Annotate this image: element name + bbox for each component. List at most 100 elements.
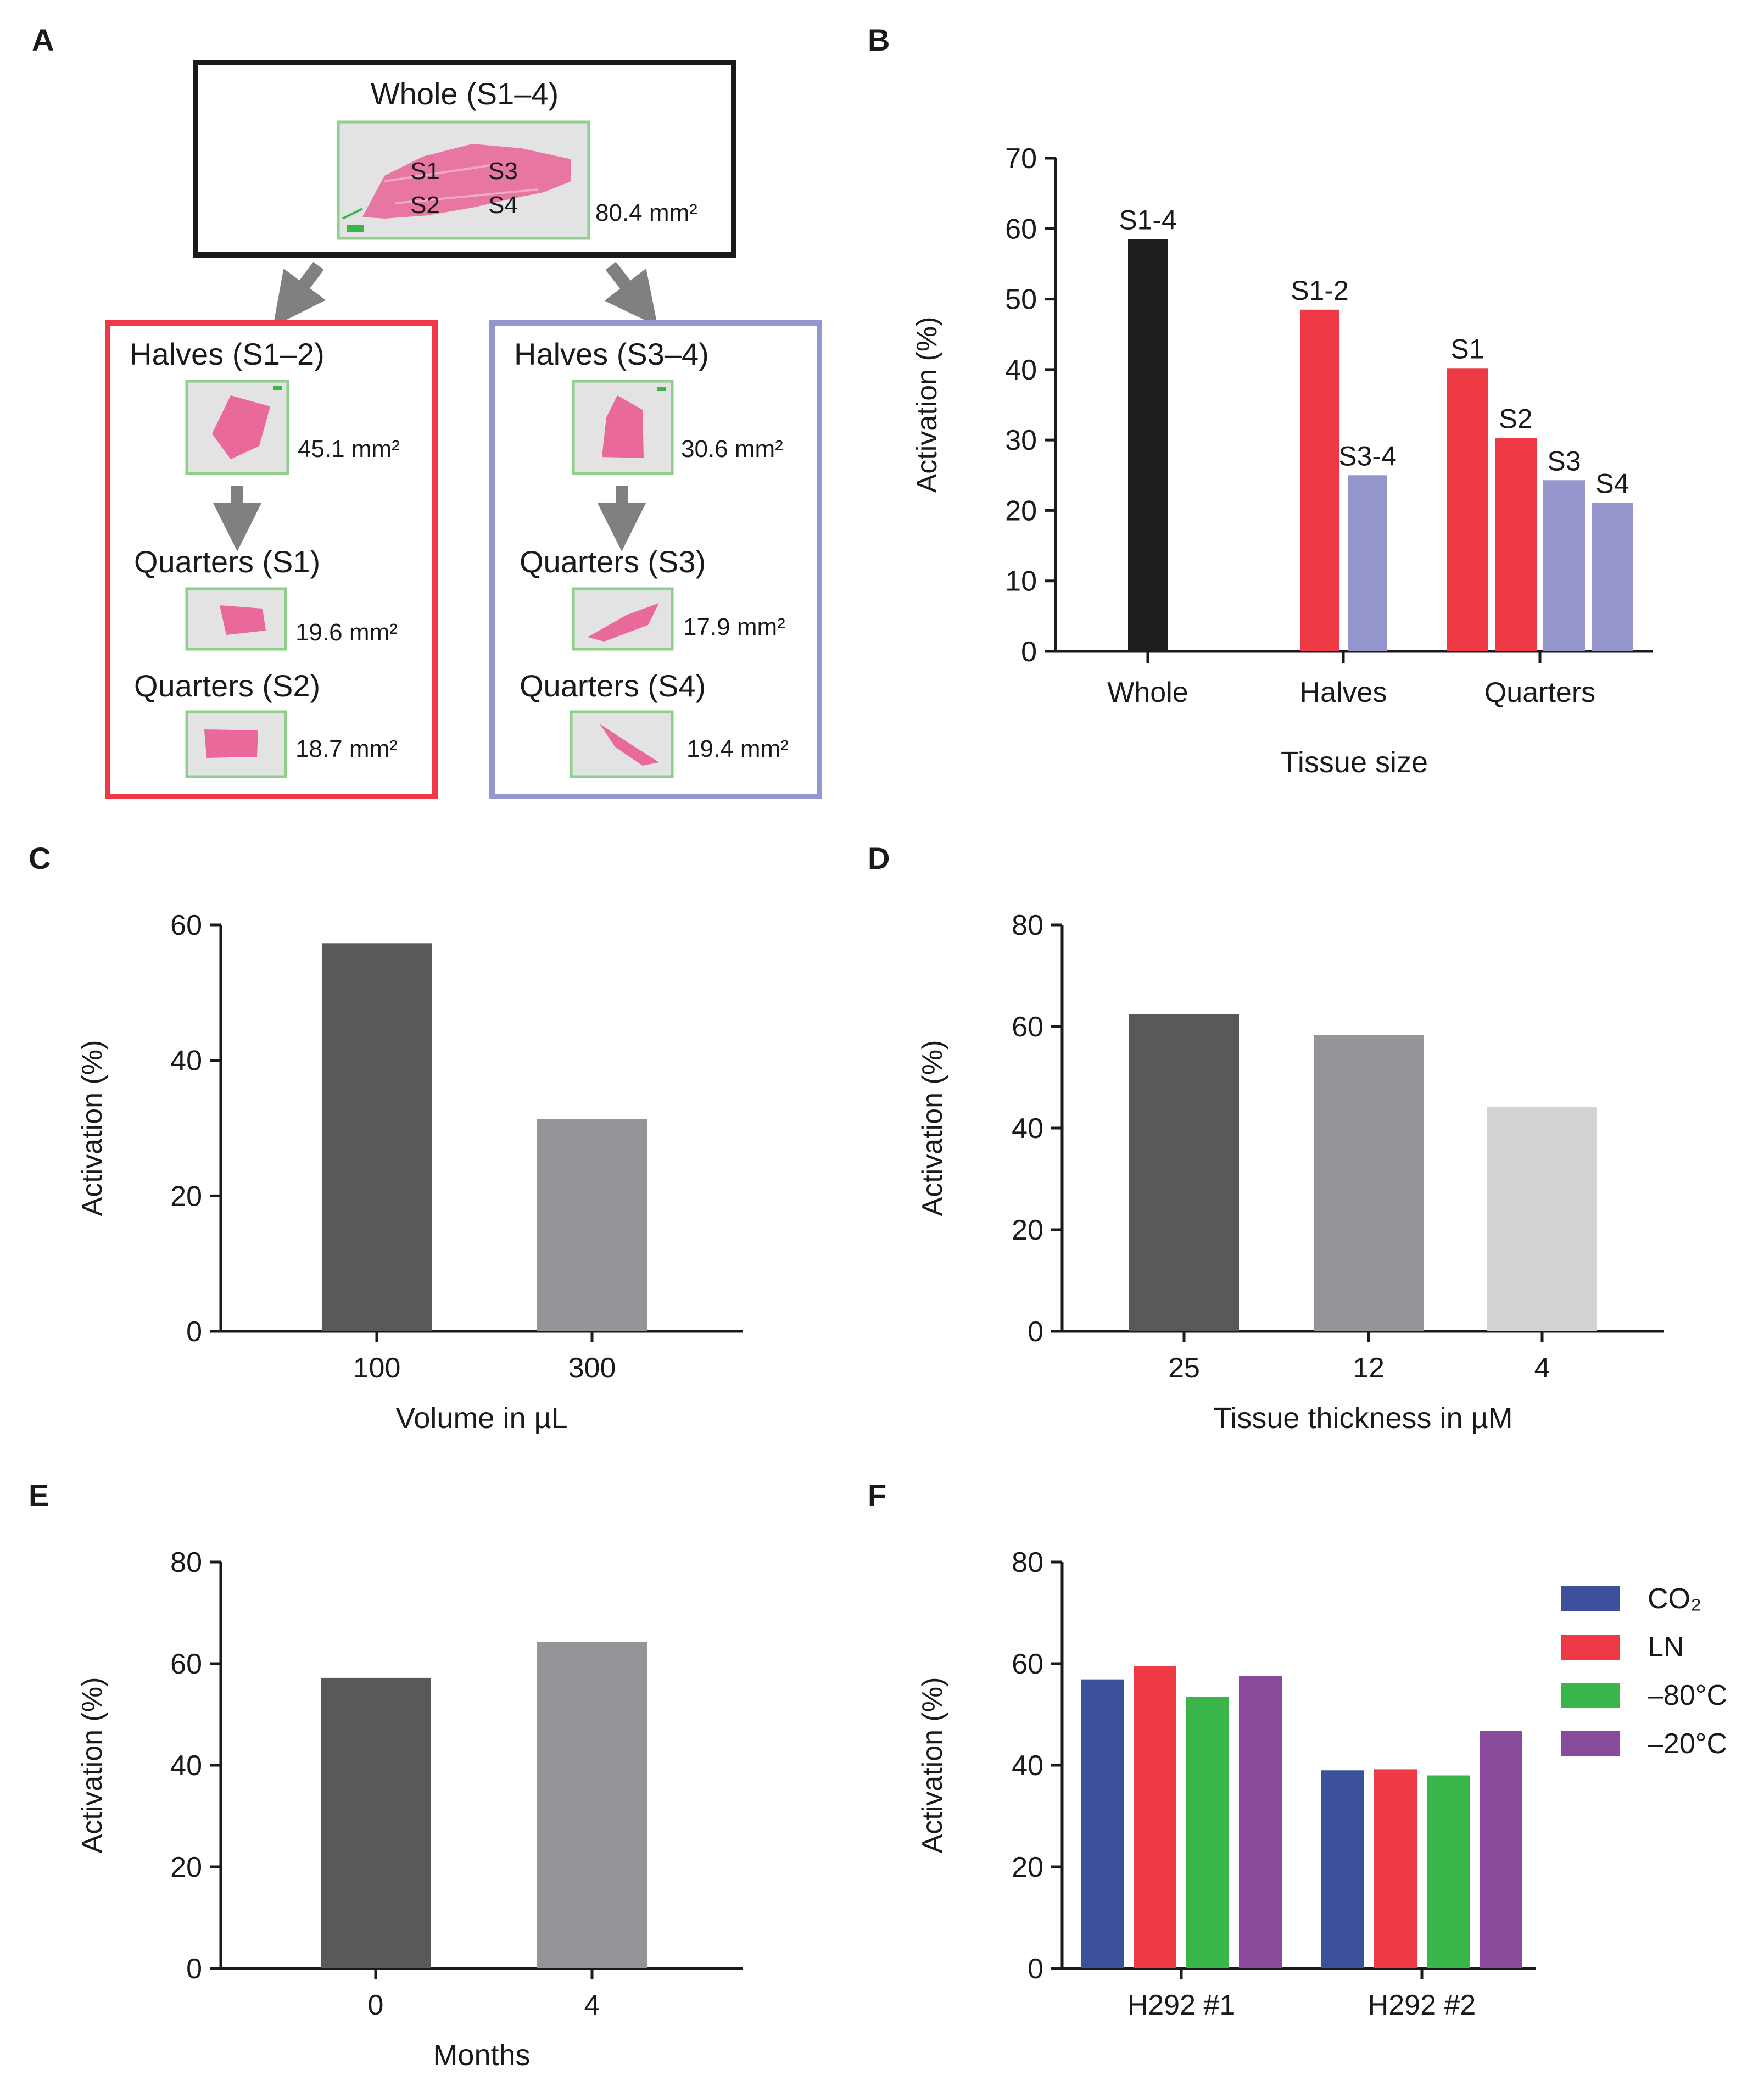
chart-f-bar (1134, 1666, 1176, 1968)
chart-c-xlabel: Volume in µL (395, 1402, 567, 1435)
right-q1-title: Quarters (S3) (520, 544, 706, 579)
chart-e-ytick-label: 0 (186, 1953, 202, 1985)
chart-f-legend-swatch (1561, 1683, 1620, 1708)
chart-f-ytick-label: 80 (1012, 1547, 1043, 1578)
chart-b-ylabel: Activation (%) (911, 317, 943, 493)
panel-label-c: C (29, 841, 51, 875)
chart-b-ytick-label: 0 (1021, 636, 1037, 668)
chart-b-xtick-label: Halves (1300, 677, 1387, 709)
chart-c-xtick-label: 100 (353, 1352, 401, 1384)
chart-b-bar-s1 (1447, 368, 1488, 651)
panel-label-a: A (32, 23, 54, 57)
chart-b-bar-label: S1-2 (1291, 275, 1349, 306)
chart-b-ytick-label: 50 (1005, 284, 1037, 316)
chart-e-ytick-label: 40 (170, 1750, 202, 1782)
chart-d-bar-12 (1314, 1035, 1424, 1331)
chart-b-xlabel: Tissue size (1281, 746, 1428, 779)
chart-b-bar-label: S4 (1595, 468, 1629, 499)
chart-e-ytick-label: 80 (170, 1547, 202, 1578)
chart-d-ytick-label: 40 (1012, 1113, 1043, 1145)
left-half-tissue-image (185, 380, 289, 475)
chart-f-legend-label: –20°C (1648, 1728, 1727, 1760)
whole-section-s2: S2 (410, 192, 440, 219)
whole-section-s4: S4 (488, 192, 518, 219)
chart-c-ytick-label: 40 (170, 1045, 202, 1077)
chart-f: 0 20 40 60 80 Activation (%) H292 #1 H292 #2 CO₂… (917, 1547, 1727, 2021)
chart-c-ytick-label: 0 (186, 1316, 202, 1348)
chart-f-ytick-label: 60 (1012, 1648, 1043, 1680)
right-q1-tissue-image (572, 587, 674, 651)
panel-label-e: E (29, 1478, 49, 1513)
chart-d-xtick-label: 25 (1168, 1352, 1200, 1384)
chart-f-ytick-label: 20 (1012, 1851, 1043, 1883)
chart-c-xtick-label: 300 (568, 1352, 616, 1384)
chart-b: 0 10 20 30 40 50 60 70 Activation (%) Tissue size… (911, 143, 1653, 779)
chart-b-ytick-label: 40 (1005, 354, 1037, 386)
chart-e-ylabel: Activation (%) (76, 1677, 108, 1854)
chart-c-ylabel: Activation (%) (76, 1040, 108, 1217)
chart-f-legend-swatch (1561, 1635, 1620, 1660)
chart-d-ytick-label: 0 (1028, 1316, 1043, 1348)
whole-area: 80.4 mm² (595, 199, 697, 226)
chart-d-ylabel: Activation (%) (917, 1040, 948, 1217)
chart-b-ytick-label: 60 (1005, 213, 1037, 245)
chart-e-ytick-label: 60 (170, 1648, 202, 1680)
chart-f-bar (1480, 1731, 1522, 1968)
right-q2-tissue-image (570, 710, 674, 778)
chart-b-bar-s4 (1592, 503, 1633, 651)
whole-section-s3: S3 (488, 158, 518, 185)
right-halves-box (489, 320, 822, 799)
chart-f-xtick-label: H292 #1 (1127, 1989, 1236, 2021)
chart-b-bar-s1-4 (1128, 239, 1168, 651)
right-q2-title: Quarters (S4) (520, 668, 706, 703)
chart-d-bar-4 (1487, 1107, 1597, 1331)
chart-b-xtick-label: Quarters (1484, 677, 1595, 709)
panel-label-b: B (868, 23, 890, 57)
chart-e-xtick-label: 4 (584, 1989, 600, 2021)
chart-f-bar (1081, 1679, 1124, 1968)
chart-f-legend-label: –80°C (1648, 1680, 1727, 1711)
right-half-tissue-image (572, 380, 674, 475)
panel-label-d: D (868, 841, 890, 875)
chart-f-ylabel: Activation (%) (917, 1677, 948, 1854)
left-halves-box (105, 320, 438, 799)
right-q2-area: 19.4 mm² (686, 735, 789, 762)
chart-b-xtick-label: Whole (1107, 677, 1188, 709)
chart-f-bar (1427, 1775, 1470, 1968)
chart-b-bar-label: S3-4 (1338, 440, 1397, 471)
panel-a: Whole (S1–4) S1 S3 S2 S4 80.4 mm² Halves… (105, 60, 822, 799)
chart-f-bar (1374, 1769, 1417, 1968)
chart-e-xtick-label: 0 (368, 1989, 384, 2021)
chart-f-legend-swatch (1561, 1586, 1620, 1611)
chart-d-ytick-label: 60 (1012, 1011, 1043, 1043)
left-q2-area: 18.7 mm² (295, 735, 398, 762)
chart-b-bar-label: S2 (1499, 403, 1532, 434)
left-q1-area: 19.6 mm² (295, 619, 398, 646)
chart-c: 0 20 40 60 Activation (%) Volume in µL 100 300 (76, 910, 743, 1435)
chart-e-bar-0 (321, 1677, 431, 1968)
chart-d: 0 20 40 60 80 Activation (%) Tissue thickness … (917, 910, 1664, 1435)
chart-f-bar (1321, 1770, 1364, 1968)
chart-b-ytick-label: 30 (1005, 425, 1037, 456)
chart-f-legend-label: CO₂ (1648, 1583, 1701, 1615)
whole-tissue-image (337, 120, 590, 240)
chart-d-xtick-label: 12 (1353, 1352, 1385, 1384)
chart-f-ytick-label: 40 (1012, 1750, 1043, 1782)
chart-b-bar-label: S3 (1547, 445, 1581, 476)
panel-label-f: F (868, 1478, 886, 1513)
whole-box (193, 60, 736, 258)
left-q1-title: Quarters (S1) (134, 544, 320, 579)
arrow-to-right-half-icon (604, 261, 658, 326)
chart-d-xtick-label: 4 (1534, 1352, 1550, 1384)
chart-b-bar-s3-4 (1348, 475, 1387, 651)
chart-e-ytick-label: 20 (170, 1851, 202, 1883)
chart-e-bar-4 (537, 1642, 647, 1968)
chart-f-bar (1239, 1676, 1282, 1968)
chart-b-bar-label: S1-4 (1119, 205, 1177, 236)
right-halves-title: Halves (S3–4) (514, 337, 709, 371)
right-q1-area: 17.9 mm² (683, 613, 785, 640)
chart-e-xlabel: Months (433, 2039, 530, 2072)
chart-d-ytick-label: 20 (1012, 1214, 1043, 1246)
right-half-area: 30.6 mm² (681, 436, 783, 462)
